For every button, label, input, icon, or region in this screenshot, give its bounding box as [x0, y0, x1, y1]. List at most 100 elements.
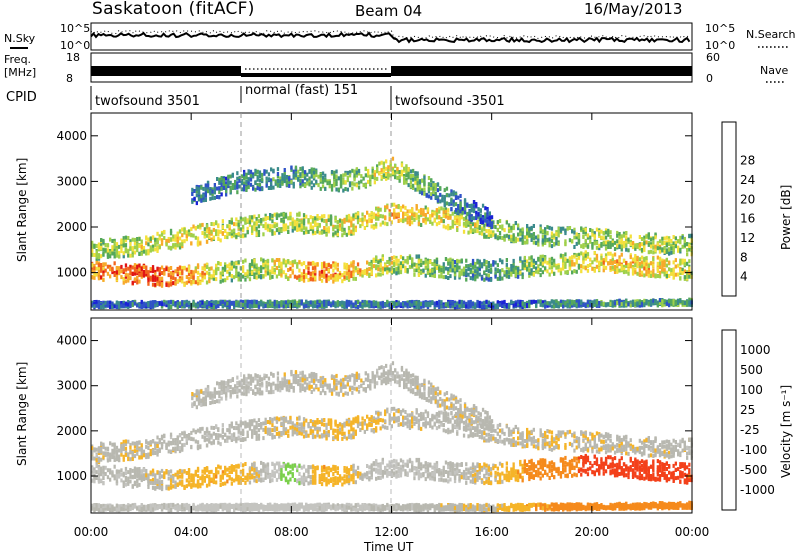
power-echo-cell [630, 242, 632, 246]
power-echo-cell [136, 248, 138, 252]
power-echo-cell [316, 300, 318, 304]
power-echo-cell [479, 273, 481, 277]
power-echo-cell [399, 175, 401, 179]
power-echo-cell [596, 265, 598, 269]
power-echo-cell [262, 274, 264, 278]
power-echo-cell [341, 228, 343, 232]
power-echo-cell [288, 184, 290, 188]
power-echo-cell [420, 271, 422, 275]
power-echo-cell [400, 270, 402, 274]
power-echo-cell [277, 179, 279, 183]
power-echo-cell [351, 169, 353, 173]
power-echo-cell [129, 276, 131, 280]
power-echo-cell [283, 270, 285, 274]
power-echo-cell [394, 175, 396, 179]
power-echo-cell [320, 178, 322, 182]
power-echo-cell [544, 238, 546, 242]
power-echo-cell [363, 183, 365, 187]
power-echo-cell [298, 227, 300, 231]
power-echo-cell [499, 258, 501, 262]
power-echo-cell [605, 236, 607, 240]
power-echo-cell [285, 300, 287, 304]
power-echo-cell [100, 265, 102, 269]
power-echo-cell [666, 258, 668, 262]
power-echo-cell [670, 272, 672, 276]
power-echo-cell [380, 259, 382, 263]
power-echo-cell [361, 222, 363, 226]
power-echo-cell [466, 212, 468, 216]
power-echo-cell [132, 302, 134, 306]
power-echo-cell [416, 305, 418, 309]
power-echo-cell [463, 230, 465, 234]
power-echo-cell [253, 215, 255, 219]
power-echo-cell [312, 305, 314, 309]
power-echo-cell [116, 305, 118, 309]
power-echo-cell [492, 301, 494, 305]
power-echo-cell [315, 170, 317, 174]
power-echo-cell [283, 260, 285, 264]
power-echo-cell [447, 208, 449, 212]
power-echo-cell [607, 262, 609, 266]
power-echo-cell [501, 260, 503, 264]
power-echo-cell [526, 232, 528, 236]
power-echo-cell [210, 222, 212, 226]
power-echo-cell [474, 305, 476, 309]
power-echo-cell [600, 256, 602, 260]
power-echo-cell [481, 264, 483, 268]
power-echo-cell [96, 244, 98, 248]
power-echo-cell [508, 303, 510, 307]
power-echo-cell [337, 268, 339, 272]
power-echo-cell [443, 210, 445, 214]
power-echo-cell [249, 272, 251, 276]
power-echo-cell [172, 235, 174, 239]
power-echo-cell [688, 244, 690, 248]
power-echo-cell [294, 227, 296, 231]
power-echo-cell [427, 208, 429, 212]
power-echo-cell [287, 268, 289, 272]
frequency-panel: Freq. [MHz] 18 8 60 0 Nave [4, 51, 788, 85]
power-echo-cell [114, 273, 116, 277]
power-echo-cell [267, 271, 269, 275]
power-echo-cell [470, 229, 472, 233]
power-echo-cell [188, 269, 190, 273]
power-echo-cell [643, 241, 645, 245]
power-echo-cell [186, 281, 188, 285]
power-echo-cell [476, 220, 478, 224]
power-echo-cell [197, 237, 199, 241]
power-echo-cell [596, 256, 598, 260]
power-echo-cell [524, 235, 526, 239]
power-echo-cell [227, 182, 229, 186]
power-echo-cell [488, 301, 490, 305]
power-echo-cell [515, 266, 517, 270]
power-echo-cell [350, 305, 352, 309]
power-echo-cell [323, 275, 325, 279]
power-echo-cell [323, 219, 325, 223]
power-echo-cell [459, 194, 461, 198]
power-echo-cell [136, 276, 138, 280]
power-echo-cell [109, 301, 111, 305]
power-echo-cell [359, 218, 361, 222]
cpid-row: CPID twofsound 3501 normal (fast) 151 tw… [6, 83, 505, 110]
power-echo-cell [650, 238, 652, 242]
power-echo-cell [508, 229, 510, 233]
power-echo-cell [429, 260, 431, 264]
power-echo-cell [598, 232, 600, 236]
power-echo-cell [420, 223, 422, 227]
power-echo-cell [226, 232, 228, 236]
power-echo-cell [249, 277, 251, 281]
power-echo-cell [485, 235, 487, 239]
power-echo-cell [494, 261, 496, 265]
power-echo-cell [196, 201, 198, 205]
power-echo-cell [322, 180, 324, 184]
power-echo-cell [183, 283, 185, 287]
power-echo-cell [553, 259, 555, 263]
power-echo-cell [307, 267, 309, 271]
power-echo-cell [319, 216, 321, 220]
power-echo-cell [289, 222, 291, 226]
power-echo-cell [456, 266, 458, 270]
power-echo-cell [522, 260, 524, 264]
power-echo-cell [244, 234, 246, 238]
power-echo-cell [310, 301, 312, 305]
power-echo-cell [452, 212, 454, 216]
power-echo-cell [177, 240, 179, 244]
